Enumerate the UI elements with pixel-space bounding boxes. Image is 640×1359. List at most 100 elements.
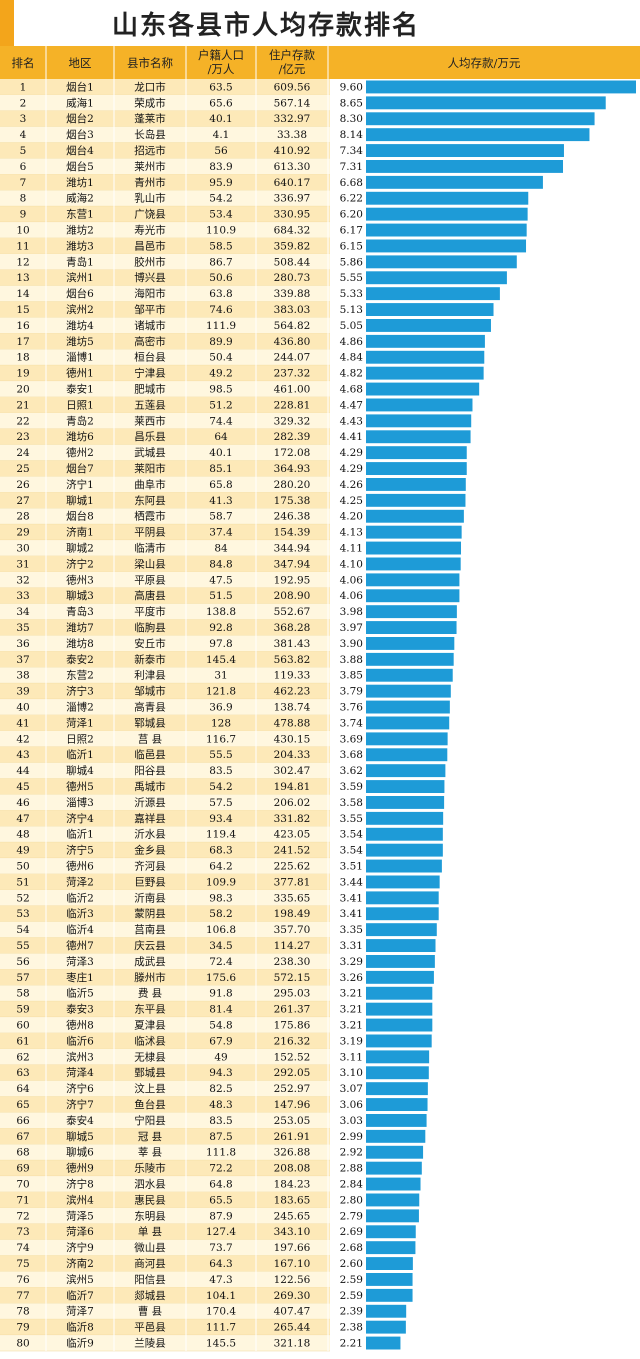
table-row bbox=[0, 1048, 330, 1065]
population-cell: 74.6 bbox=[209, 304, 233, 316]
region-cell: 德州2 bbox=[66, 446, 94, 459]
rank-cell: 55 bbox=[16, 940, 29, 952]
per-capita-value-label: 3.44 bbox=[340, 876, 364, 888]
per-capita-value-label: 4.47 bbox=[340, 399, 363, 411]
bar bbox=[366, 541, 462, 555]
bar bbox=[366, 780, 445, 793]
population-cell: 111.7 bbox=[206, 1322, 236, 1334]
county-cell: 临朐县 bbox=[134, 621, 166, 634]
bar bbox=[366, 207, 528, 221]
rank-cell: 58 bbox=[16, 988, 29, 1000]
bar bbox=[366, 668, 453, 682]
rank-cell: 1 bbox=[20, 81, 27, 93]
county-cell: 莒 县 bbox=[138, 733, 162, 745]
population-cell: 91.8 bbox=[209, 988, 232, 1000]
county-cell: 平原县 bbox=[134, 574, 166, 586]
deposits-cell: 261.37 bbox=[274, 1004, 311, 1016]
table-row bbox=[0, 794, 330, 811]
rank-cell: 44 bbox=[16, 765, 30, 777]
per-capita-value-label: 3.55 bbox=[340, 813, 363, 825]
deposits-cell: 269.30 bbox=[274, 1290, 311, 1302]
per-capita-value-label: 3.31 bbox=[340, 940, 363, 952]
region-cell: 济宁1 bbox=[66, 478, 94, 491]
region-cell: 临沂7 bbox=[66, 1289, 94, 1302]
rank-cell: 74 bbox=[16, 1242, 30, 1254]
bar bbox=[366, 811, 444, 825]
county-cell: 嘉祥县 bbox=[134, 812, 166, 825]
table-row bbox=[0, 206, 330, 223]
per-capita-value-label: 2.69 bbox=[340, 1226, 363, 1238]
per-capita-value-label: 2.99 bbox=[340, 1131, 363, 1143]
bar bbox=[366, 1018, 433, 1032]
rank-cell: 70 bbox=[16, 1179, 29, 1191]
bar bbox=[366, 859, 442, 873]
county-cell: 东平县 bbox=[134, 1003, 166, 1016]
population-cell: 37.4 bbox=[209, 527, 233, 539]
rank-cell: 57 bbox=[16, 972, 29, 984]
deposits-cell: 261.91 bbox=[274, 1131, 311, 1143]
bar bbox=[366, 1114, 427, 1127]
deposits-cell: 265.44 bbox=[274, 1322, 311, 1334]
region-cell: 济宁9 bbox=[66, 1241, 94, 1254]
per-capita-value-label: 6.17 bbox=[340, 225, 363, 237]
rank-cell: 19 bbox=[16, 368, 29, 380]
rank-cell: 64 bbox=[16, 1083, 30, 1095]
table-row bbox=[0, 874, 330, 890]
table-row bbox=[0, 1207, 330, 1224]
region-cell: 烟台5 bbox=[66, 160, 94, 173]
region-cell: 淄博2 bbox=[66, 701, 94, 714]
deposits-cell: 368.28 bbox=[274, 622, 311, 634]
county-cell: 邹城市 bbox=[134, 685, 166, 698]
bar bbox=[366, 175, 543, 189]
deposits-cell: 572.15 bbox=[274, 972, 311, 984]
bar bbox=[366, 80, 636, 94]
deposits-cell: 208.08 bbox=[274, 1163, 311, 1175]
per-capita-value-label: 4.26 bbox=[340, 479, 364, 491]
per-capita-value-label: 3.35 bbox=[340, 924, 363, 936]
bar bbox=[366, 1288, 413, 1302]
deposits-cell: 302.47 bbox=[274, 765, 311, 777]
region-cell: 滨州5 bbox=[66, 1273, 94, 1286]
rank-cell: 62 bbox=[16, 1051, 29, 1063]
population-cell: 83.5 bbox=[209, 765, 232, 777]
table-row bbox=[0, 810, 330, 827]
county-cell: 蒙阴县 bbox=[134, 907, 166, 920]
per-capita-value-label: 4.86 bbox=[340, 336, 364, 348]
table-row bbox=[0, 524, 330, 541]
per-capita-value-label: 3.11 bbox=[340, 1051, 363, 1063]
rank-cell: 54 bbox=[16, 924, 30, 936]
per-capita-value-label: 4.06 bbox=[340, 574, 364, 586]
population-cell: 73.7 bbox=[209, 1242, 232, 1254]
region-cell: 滨州4 bbox=[66, 1193, 94, 1206]
population-cell: 65.8 bbox=[209, 479, 232, 491]
bar bbox=[366, 462, 467, 475]
rank-cell: 21 bbox=[16, 399, 29, 411]
table-row bbox=[0, 1001, 330, 1018]
bar bbox=[366, 684, 451, 698]
region-cell: 泰安1 bbox=[66, 383, 94, 396]
bar bbox=[366, 700, 450, 714]
county-cell: 龙口市 bbox=[134, 80, 166, 93]
county-cell: 东明县 bbox=[134, 1209, 166, 1222]
rank-cell: 9 bbox=[20, 209, 27, 221]
per-capita-value-label: 3.98 bbox=[340, 606, 363, 618]
region-cell: 菏泽4 bbox=[66, 1067, 94, 1079]
deposits-cell: 192.95 bbox=[274, 574, 311, 586]
bar bbox=[366, 1209, 419, 1223]
table-row bbox=[0, 587, 330, 604]
county-cell: 沂源县 bbox=[134, 796, 166, 809]
deposits-cell: 228.81 bbox=[274, 399, 311, 411]
population-cell: 54.2 bbox=[209, 193, 232, 205]
bar-row-bg bbox=[330, 1303, 640, 1320]
bar bbox=[366, 1034, 432, 1048]
deposits-cell: 357.70 bbox=[274, 924, 311, 936]
deposits-cell: 122.56 bbox=[274, 1274, 311, 1286]
county-cell: 兰陵县 bbox=[134, 1337, 166, 1350]
bar bbox=[366, 239, 527, 253]
rank-cell: 51 bbox=[16, 876, 29, 888]
county-cell: 莘 县 bbox=[138, 1146, 162, 1159]
region-cell: 临沂8 bbox=[66, 1321, 94, 1334]
table-row bbox=[0, 412, 330, 429]
county-cell: 乳山市 bbox=[134, 192, 166, 205]
county-cell: 荣成市 bbox=[134, 96, 166, 109]
